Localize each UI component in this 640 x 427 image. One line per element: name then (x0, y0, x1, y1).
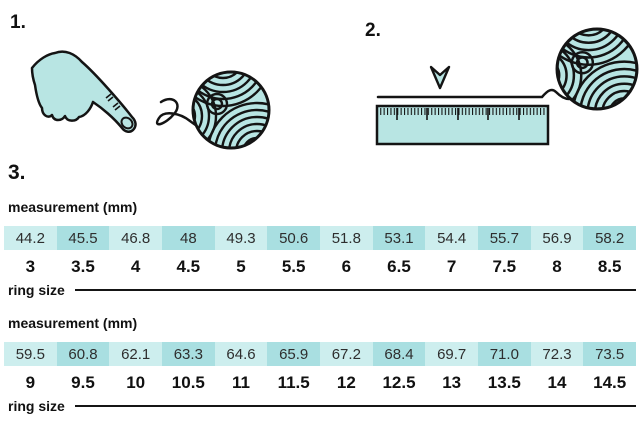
ring-size-cell: 14.5 (593, 373, 627, 392)
ring-size-cell: 8.5 (597, 257, 622, 276)
ring-size-cell: 4 (130, 257, 141, 276)
ring-size-table-2: measurement (mm) 59.5 60.8 62.1 63.3 64.6 65.… (4, 311, 636, 414)
ring-size-label: ring size (8, 282, 65, 298)
measurement-cell: 71.0 (478, 342, 531, 366)
measurement-cell: 64.6 (214, 342, 268, 366)
step-1-label: 1. (10, 12, 26, 33)
ring-size-rule-line (74, 289, 636, 291)
measurement-cell: 48 (162, 226, 215, 250)
step-2-illustration (375, 18, 640, 150)
measurement-row: 44.2 45.5 46.8 48 49.3 50.6 51.8 53.1 54.4 55.7 56… (4, 226, 636, 250)
ring-size-cell: 12.5 (382, 373, 416, 392)
ring-size-cell: 9.5 (71, 373, 95, 392)
ruler-icon (375, 104, 550, 146)
measurement-cell: 68.4 (372, 342, 426, 366)
string-wrap-marks (105, 93, 121, 111)
ring-size-cell: 8 (552, 257, 562, 276)
measurement-cell: 63.3 (162, 342, 215, 366)
measurement-cell: 72.3 (530, 342, 584, 366)
ring-size-cell: 11 (232, 373, 250, 392)
ring-size-cell: 3 (25, 257, 36, 276)
step-1-illustration (30, 42, 280, 162)
measurement-cell: 54.4 (425, 226, 478, 250)
measurement-cell: 59.5 (4, 342, 57, 366)
ring-size-footer: ring size (8, 398, 636, 414)
step-3-label: 3. (8, 161, 26, 184)
measurement-cell: 44.2 (4, 226, 57, 250)
ring-size-row: 3 3.5 4 4.5 5 5.5 6 6.5 7 7.5 8 8.5 (4, 256, 636, 278)
ring-size-cell: 6.5 (387, 257, 411, 276)
measurement-cell: 50.6 (267, 226, 320, 250)
string-icon (156, 97, 202, 130)
ring-size-cell: 3.5 (71, 257, 95, 276)
ring-size-cell: 5.5 (281, 257, 306, 276)
down-arrow-icon (429, 65, 451, 90)
measurement-cell: 60.8 (56, 342, 110, 366)
pointing-hand-icon (30, 50, 137, 133)
ring-size-cell: 10 (126, 373, 146, 392)
measurement-cell: 49.3 (214, 226, 268, 250)
measurement-cell: 65.9 (267, 342, 320, 366)
step-2-label: 2. (365, 20, 381, 41)
measurement-row: 59.5 60.8 62.1 63.3 64.6 65.9 67.2 68.4 69.7 71.0… (4, 342, 636, 366)
ring-size-cell: 5 (236, 257, 246, 276)
ring-size-row: 9 9.5 10 10.5 11 11.5 12 12.5 13 13.5 14 14.5 (4, 372, 636, 394)
ring-size-cell: 13.5 (487, 373, 521, 392)
ring-size-cell: 4.5 (176, 257, 201, 276)
ring-size-cell: 13 (442, 373, 462, 392)
measurement-cell: 73.5 (583, 342, 636, 366)
ring-size-footer: ring size (8, 282, 636, 298)
measurement-cell: 45.5 (56, 226, 110, 250)
ring-size-table-1: measurement (mm) 44.2 45.5 46.8 48 49.3 50.6 5… (4, 195, 636, 298)
measurement-cell: 56.9 (530, 226, 584, 250)
ring-size-cell: 7.5 (492, 257, 517, 276)
ring-size-cell: 11.5 (277, 373, 310, 392)
ring-size-cell: 10.5 (171, 373, 205, 392)
measurement-cell: 46.8 (109, 226, 162, 250)
measurement-cell: 58.2 (583, 226, 636, 250)
measurement-label: measurement (mm) (8, 199, 138, 215)
measurement-cell: 62.1 (109, 342, 162, 366)
measurement-cell: 69.7 (425, 342, 478, 366)
measurement-cell: 67.2 (320, 342, 373, 366)
measurement-cell: 55.7 (478, 226, 531, 250)
measurement-cell: 53.1 (372, 226, 426, 250)
ring-size-cell: 12 (336, 373, 356, 392)
measurement-cell: 51.8 (320, 226, 373, 250)
ring-size-label: ring size (8, 398, 65, 414)
ring-size-cell: 14 (547, 373, 567, 392)
ring-size-cell: 6 (341, 257, 352, 276)
ring-size-rule-line (74, 405, 636, 407)
ring-size-cell: 9 (25, 373, 36, 392)
ring-size-cell: 7 (446, 257, 457, 276)
measurement-label: measurement (mm) (8, 315, 138, 331)
string-icon (376, 88, 571, 101)
